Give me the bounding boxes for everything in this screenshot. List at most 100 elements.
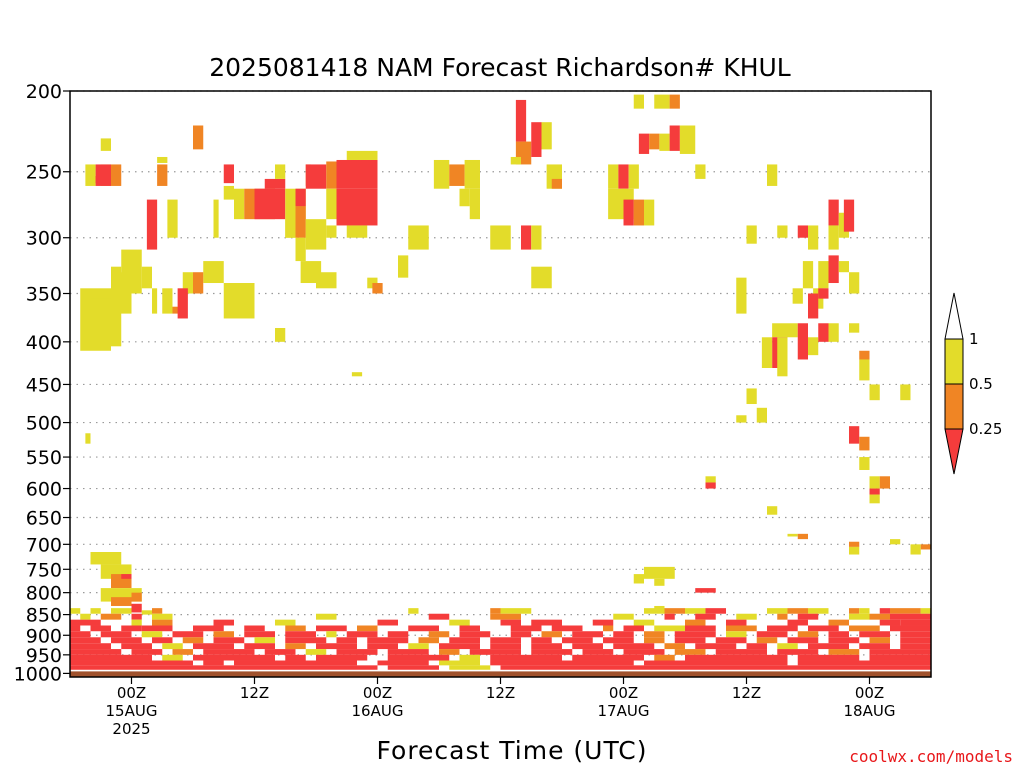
- ri-cell: [449, 637, 480, 644]
- ri-cell: [500, 608, 532, 614]
- legend: 1 0.5 0.25: [944, 292, 1002, 475]
- ri-cell: [295, 237, 306, 262]
- ri-cell: [275, 164, 286, 179]
- ri-cell: [849, 546, 860, 555]
- y-tick-label: 300: [26, 228, 62, 250]
- richardson-cells: [70, 94, 931, 670]
- ri-cell: [459, 188, 470, 207]
- ri-cell: [408, 608, 419, 614]
- y-tick-label: 750: [26, 559, 62, 581]
- ri-cell: [685, 608, 706, 614]
- y-tick-label: 950: [26, 645, 62, 667]
- ri-cell: [372, 283, 383, 294]
- ri-cell: [305, 219, 327, 250]
- ri-cell: [531, 643, 562, 650]
- ri-cell: [95, 176, 111, 184]
- x-tick-label: 00Z: [117, 684, 146, 702]
- ri-cell: [828, 631, 849, 638]
- ri-cell: [808, 643, 849, 650]
- ri-cell: [326, 188, 337, 220]
- ri-cell: [193, 625, 224, 632]
- ri-cell: [608, 164, 619, 189]
- ri-cell: [387, 665, 439, 670]
- ri-cell: [531, 649, 573, 655]
- ri-cell: [797, 631, 819, 638]
- ri-cell: [777, 643, 798, 650]
- ri-cell: [654, 94, 670, 109]
- ri-cell: [275, 327, 286, 342]
- legend-label: 1: [969, 330, 979, 348]
- ri-cell: [387, 631, 409, 638]
- ri-cell: [818, 323, 829, 342]
- ri-cell: [849, 625, 880, 632]
- ri-cell: [849, 272, 860, 294]
- ri-cell: [797, 225, 808, 238]
- x-tick-label: 00Z: [855, 684, 884, 702]
- y-tick-label: 1000: [14, 663, 62, 685]
- ri-cell: [787, 619, 808, 626]
- ri-cell: [797, 323, 808, 360]
- ri-cell: [162, 654, 183, 661]
- ri-cell: [510, 625, 542, 632]
- ri-cell: [695, 613, 716, 620]
- ri-cell: [859, 643, 890, 650]
- ri-cell: [326, 225, 337, 238]
- ri-cell: [628, 164, 639, 189]
- ri-cell: [377, 619, 398, 626]
- ri-cell: [869, 476, 880, 489]
- ri-cell: [808, 608, 829, 614]
- ri-cell: [797, 533, 808, 540]
- ri-cell: [828, 255, 839, 284]
- ri-cell: [551, 178, 562, 189]
- ri-cell: [879, 476, 890, 489]
- ri-cell: [890, 613, 931, 620]
- ri-cell: [818, 261, 829, 289]
- ri-cell: [336, 159, 378, 189]
- ri-cell: [664, 613, 675, 620]
- ri-cell: [808, 293, 819, 319]
- ri-cell: [254, 637, 275, 644]
- ri-cell: [398, 255, 409, 278]
- ri-cell: [439, 649, 460, 655]
- watermark: coolwx.com/models: [849, 747, 1013, 766]
- ri-cell: [644, 608, 665, 614]
- ri-cell: [777, 337, 788, 377]
- ri-cell: [715, 649, 767, 655]
- ri-cell: [869, 613, 890, 620]
- ri-cell: [746, 643, 767, 650]
- ri-cell: [439, 643, 480, 650]
- ri-cell: [490, 613, 521, 620]
- ri-cell: [459, 631, 491, 638]
- ri-cell: [408, 643, 429, 650]
- ri-cell: [213, 619, 234, 626]
- x-tick-label: 2025: [112, 720, 150, 738]
- ri-cell: [736, 277, 747, 314]
- ri-cell: [85, 433, 91, 444]
- ri-cell: [644, 637, 665, 644]
- ri-cell: [490, 660, 634, 666]
- y-tick-label: 400: [26, 332, 62, 354]
- ri-cell: [131, 592, 142, 602]
- ri-cell: [213, 199, 219, 238]
- ri-cell: [295, 188, 306, 207]
- ri-cell: [285, 654, 306, 661]
- grid-lines: [70, 90, 931, 674]
- ri-cell: [182, 637, 204, 644]
- chart-title: 2025081418 NAM Forecast Richardson# KHUL: [209, 53, 791, 82]
- ri-cell: [726, 631, 747, 638]
- ri-cell: [346, 631, 378, 638]
- ri-cell: [920, 608, 931, 614]
- ri-cell: [203, 649, 255, 655]
- ri-cell: [879, 619, 901, 626]
- ri-cell: [797, 654, 860, 661]
- ri-cell: [669, 94, 680, 109]
- ri-cell: [767, 608, 788, 614]
- ri-cell: [531, 637, 552, 644]
- ground-surface: [70, 671, 931, 677]
- ri-cell: [746, 225, 757, 244]
- ri-cell: [767, 625, 798, 632]
- ri-cell: [316, 643, 357, 650]
- ri-cell: [638, 133, 650, 154]
- ri-cell: [70, 665, 378, 670]
- y-tick-label: 650: [26, 508, 62, 530]
